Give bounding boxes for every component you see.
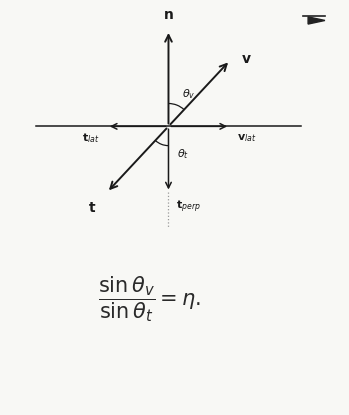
Text: $\theta_v$: $\theta_v$	[182, 87, 195, 101]
Text: $\mathbf{t}_{lat}$: $\mathbf{t}_{lat}$	[82, 132, 100, 145]
Text: $\mathbf{t}_{perp}$: $\mathbf{t}_{perp}$	[176, 198, 201, 215]
Text: $\mathbf{n}$: $\mathbf{n}$	[163, 7, 174, 22]
Text: $\mathbf{t}$: $\mathbf{t}$	[88, 201, 96, 215]
Text: $\mathbf{v}_{lat}$: $\mathbf{v}_{lat}$	[237, 132, 257, 144]
Text: $\dfrac{\sin\theta_v}{\sin\theta_t} = \eta.$: $\dfrac{\sin\theta_v}{\sin\theta_t} = \e…	[98, 274, 201, 324]
Text: $\theta_t$: $\theta_t$	[177, 147, 189, 161]
Text: $\mathbf{v}$: $\mathbf{v}$	[241, 52, 252, 66]
Polygon shape	[308, 17, 325, 24]
